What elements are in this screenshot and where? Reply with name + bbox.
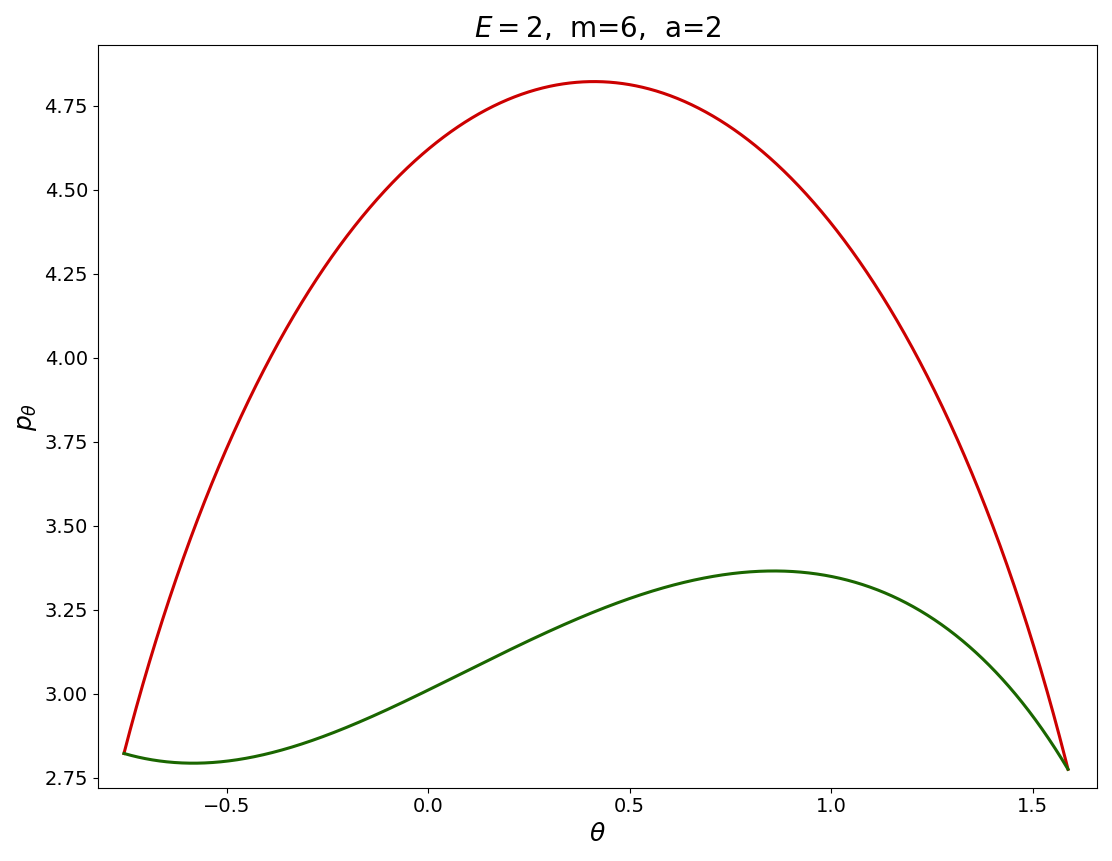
X-axis label: $\theta$: $\theta$ xyxy=(589,822,606,846)
Title: $E = 2$,  m=6,  a=2: $E = 2$, m=6, a=2 xyxy=(474,15,721,43)
Y-axis label: $p_{\theta}$: $p_{\theta}$ xyxy=(14,402,39,430)
